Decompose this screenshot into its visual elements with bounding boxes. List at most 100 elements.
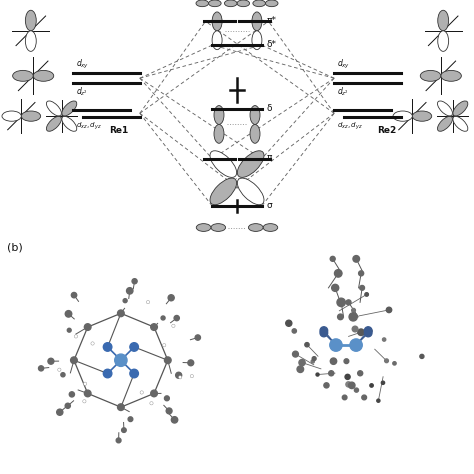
Circle shape [123, 299, 127, 303]
Circle shape [365, 327, 372, 334]
Circle shape [297, 366, 304, 373]
Circle shape [103, 369, 112, 378]
Circle shape [188, 360, 194, 366]
Circle shape [151, 324, 157, 330]
Circle shape [348, 382, 355, 389]
Circle shape [118, 310, 124, 317]
Circle shape [176, 372, 182, 378]
Circle shape [383, 338, 386, 341]
Ellipse shape [224, 0, 237, 7]
Ellipse shape [252, 31, 262, 50]
Text: $d_{z^2}$: $d_{z^2}$ [337, 85, 348, 98]
Circle shape [312, 356, 316, 361]
Circle shape [103, 343, 112, 351]
Ellipse shape [250, 124, 260, 143]
Circle shape [130, 343, 138, 351]
Ellipse shape [196, 224, 211, 231]
Ellipse shape [46, 116, 62, 131]
Circle shape [320, 327, 328, 334]
Circle shape [292, 329, 296, 333]
Ellipse shape [453, 101, 468, 116]
Circle shape [83, 400, 86, 403]
Circle shape [355, 388, 358, 392]
Circle shape [38, 366, 44, 371]
Ellipse shape [263, 224, 278, 231]
Circle shape [128, 417, 133, 421]
Circle shape [58, 368, 61, 372]
Text: Re2: Re2 [377, 126, 396, 135]
Circle shape [353, 255, 359, 262]
Circle shape [344, 359, 349, 364]
Ellipse shape [13, 71, 33, 81]
Circle shape [84, 324, 91, 330]
Circle shape [358, 329, 365, 336]
Circle shape [358, 371, 363, 376]
Ellipse shape [420, 71, 441, 81]
Circle shape [337, 298, 346, 307]
Circle shape [150, 401, 153, 405]
Circle shape [386, 307, 392, 313]
Text: Re1: Re1 [109, 126, 128, 135]
Circle shape [115, 354, 127, 366]
Circle shape [286, 320, 292, 326]
Circle shape [292, 351, 299, 357]
Circle shape [330, 358, 337, 365]
Text: δ*: δ* [266, 40, 276, 48]
Circle shape [140, 391, 144, 394]
Ellipse shape [26, 31, 36, 51]
Circle shape [122, 428, 126, 432]
Ellipse shape [253, 0, 265, 7]
Circle shape [385, 359, 388, 363]
Circle shape [337, 314, 343, 319]
Circle shape [127, 288, 133, 294]
Circle shape [377, 399, 380, 402]
Circle shape [172, 324, 175, 328]
Ellipse shape [46, 101, 62, 116]
Ellipse shape [441, 71, 461, 81]
Ellipse shape [237, 0, 250, 7]
Circle shape [71, 357, 77, 364]
Ellipse shape [211, 224, 226, 231]
Ellipse shape [214, 124, 224, 143]
Circle shape [67, 328, 71, 332]
Circle shape [299, 359, 305, 366]
Circle shape [74, 335, 78, 338]
Ellipse shape [438, 10, 448, 31]
Circle shape [352, 309, 356, 312]
Circle shape [57, 409, 63, 415]
Ellipse shape [26, 10, 36, 31]
Circle shape [362, 395, 366, 400]
Circle shape [328, 371, 334, 376]
Circle shape [91, 342, 94, 345]
Ellipse shape [393, 111, 412, 121]
Circle shape [360, 285, 365, 290]
Text: $d_{xy}$: $d_{xy}$ [337, 57, 350, 71]
Circle shape [332, 284, 339, 292]
Ellipse shape [21, 111, 41, 121]
Circle shape [345, 374, 350, 379]
Ellipse shape [265, 0, 278, 7]
Circle shape [118, 404, 124, 410]
Circle shape [359, 271, 364, 276]
Circle shape [116, 438, 121, 443]
Circle shape [311, 360, 314, 363]
Circle shape [365, 329, 372, 337]
Circle shape [370, 384, 373, 387]
Circle shape [330, 256, 335, 261]
Ellipse shape [438, 31, 448, 51]
Ellipse shape [438, 101, 453, 116]
Ellipse shape [62, 101, 77, 116]
Circle shape [324, 383, 329, 388]
Circle shape [320, 329, 328, 337]
Circle shape [349, 313, 357, 321]
Circle shape [316, 373, 319, 376]
Circle shape [168, 295, 174, 301]
Circle shape [346, 300, 351, 305]
Text: (b): (b) [7, 243, 23, 253]
Circle shape [350, 339, 362, 351]
Circle shape [393, 362, 396, 365]
Circle shape [305, 343, 309, 347]
Circle shape [48, 358, 54, 364]
Circle shape [61, 373, 65, 377]
Circle shape [84, 390, 91, 397]
